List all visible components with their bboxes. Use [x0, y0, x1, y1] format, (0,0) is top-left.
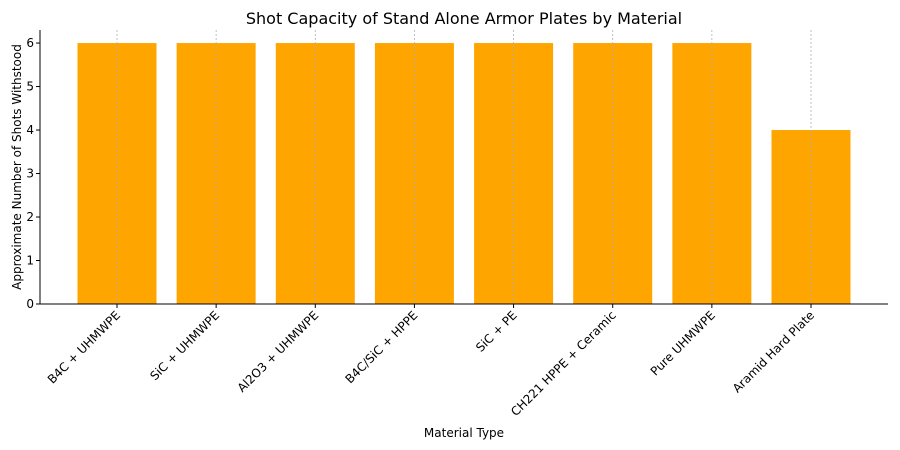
chart-title: Shot Capacity of Stand Alone Armor Plate…: [246, 9, 682, 28]
y-tick-label: 5: [26, 80, 34, 94]
x-tick-label: B4C + UHMWPE: [45, 308, 123, 386]
bar: [771, 130, 851, 304]
x-tick-label: SiC + UHMWPE: [147, 308, 222, 383]
y-tick-label: 0: [26, 297, 34, 311]
y-tick-label: 4: [26, 123, 34, 137]
axes-layer: [39, 30, 888, 305]
y-tick-label: 6: [26, 36, 34, 50]
y-ticks-layer: 0 1 2 3 4 5 6: [26, 36, 40, 311]
grid-layer: [116, 30, 812, 304]
x-tick-label: B4C/SiC + HPPE: [342, 308, 420, 386]
y-tick-label: 1: [26, 254, 34, 268]
x-tick-label: SiC + PE: [473, 308, 520, 355]
x-tick-label: CH221 HPPE + Ceramic: [508, 308, 619, 419]
x-tick-label: Aramid Hard Plate: [730, 308, 817, 395]
x-axis-label: Material Type: [424, 426, 504, 440]
y-axis-label: Approximate Number of Shots Withstood: [10, 44, 24, 290]
y-tick-label: 2: [26, 210, 34, 224]
y-tick-label: 3: [26, 167, 34, 181]
x-tick-label: Al2O3 + UHMWPE: [235, 308, 322, 395]
bars-layer: [77, 43, 851, 305]
x-tick-label: Pure UHMWPE: [648, 308, 718, 378]
x-ticks-layer: B4C + UHMWPE SiC + UHMWPE Al2O3 + UHMWPE B4…: [45, 304, 817, 419]
